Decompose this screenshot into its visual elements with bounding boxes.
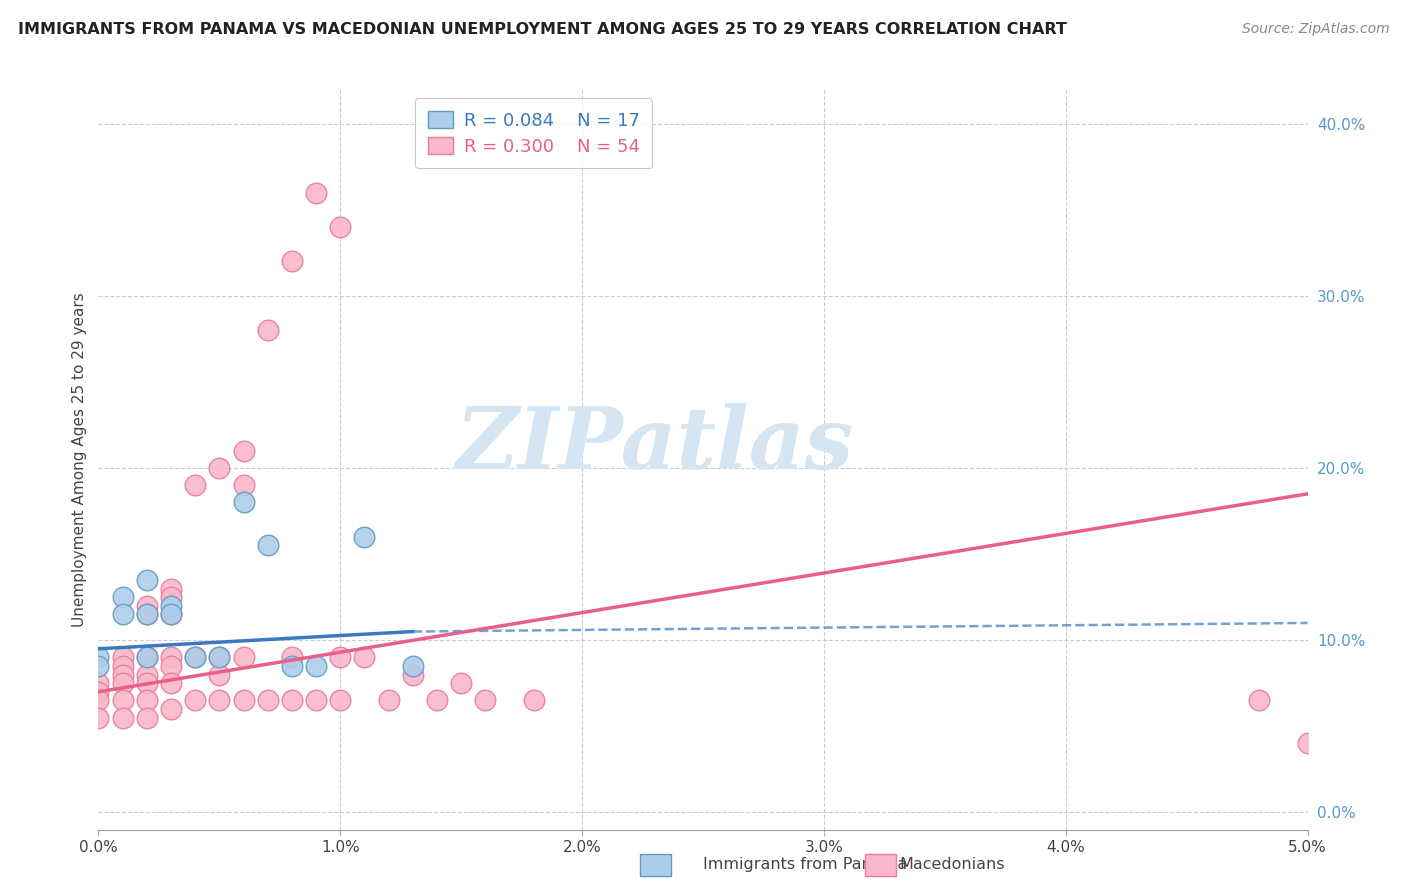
Point xyxy=(474,693,496,707)
Text: ZIPatlas: ZIPatlas xyxy=(456,403,853,486)
Point xyxy=(87,685,110,699)
Point xyxy=(305,186,328,200)
Point xyxy=(329,219,352,234)
Point xyxy=(353,650,375,665)
Point xyxy=(87,711,110,725)
Point xyxy=(329,693,352,707)
Point xyxy=(232,495,254,509)
Point xyxy=(305,659,328,673)
Point xyxy=(111,711,134,725)
Point xyxy=(135,693,157,707)
Text: Macedonians: Macedonians xyxy=(900,857,1005,872)
Point xyxy=(232,693,254,707)
Point xyxy=(377,693,399,707)
Point xyxy=(281,650,304,665)
Text: IMMIGRANTS FROM PANAMA VS MACEDONIAN UNEMPLOYMENT AMONG AGES 25 TO 29 YEARS CORR: IMMIGRANTS FROM PANAMA VS MACEDONIAN UNE… xyxy=(18,22,1067,37)
Point xyxy=(281,659,304,673)
Point xyxy=(87,659,110,673)
Point xyxy=(1249,693,1271,707)
Point xyxy=(135,650,157,665)
Point xyxy=(232,443,254,458)
Point xyxy=(111,650,134,665)
Text: Source: ZipAtlas.com: Source: ZipAtlas.com xyxy=(1241,22,1389,37)
Y-axis label: Unemployment Among Ages 25 to 29 years: Unemployment Among Ages 25 to 29 years xyxy=(72,292,87,627)
Point xyxy=(111,607,134,622)
Point xyxy=(111,590,134,604)
Point xyxy=(232,650,254,665)
Point xyxy=(160,590,183,604)
Point xyxy=(135,573,157,587)
Legend: R = 0.084    N = 17, R = 0.300    N = 54: R = 0.084 N = 17, R = 0.300 N = 54 xyxy=(415,98,652,169)
Point xyxy=(135,676,157,690)
Point xyxy=(305,693,328,707)
Point xyxy=(232,478,254,492)
Point xyxy=(208,650,231,665)
Point xyxy=(160,650,183,665)
Point xyxy=(184,650,207,665)
Point xyxy=(402,659,425,673)
Point xyxy=(160,599,183,613)
Point xyxy=(160,659,183,673)
Point xyxy=(208,461,231,475)
Point xyxy=(111,659,134,673)
Point xyxy=(160,702,183,716)
Point xyxy=(329,650,352,665)
Point xyxy=(87,676,110,690)
Point xyxy=(256,693,278,707)
Point xyxy=(450,676,472,690)
Point xyxy=(256,323,278,337)
Point xyxy=(135,667,157,681)
Point xyxy=(160,607,183,622)
Point xyxy=(87,650,110,665)
Point xyxy=(281,254,304,268)
Point xyxy=(135,607,157,622)
Point xyxy=(208,667,231,681)
Point xyxy=(135,599,157,613)
Point xyxy=(160,676,183,690)
Text: Immigrants from Panama: Immigrants from Panama xyxy=(703,857,907,872)
Point xyxy=(111,667,134,681)
Point xyxy=(281,693,304,707)
Point xyxy=(402,667,425,681)
Point xyxy=(160,607,183,622)
Point xyxy=(184,650,207,665)
Point xyxy=(184,478,207,492)
Point xyxy=(111,676,134,690)
Point xyxy=(160,582,183,596)
Point xyxy=(135,607,157,622)
Point xyxy=(135,650,157,665)
Point xyxy=(208,650,231,665)
Point xyxy=(426,693,449,707)
Point xyxy=(111,693,134,707)
Point xyxy=(353,530,375,544)
Point xyxy=(1296,736,1319,750)
Point xyxy=(87,693,110,707)
Point xyxy=(523,693,546,707)
Point xyxy=(208,693,231,707)
Point xyxy=(184,693,207,707)
Point xyxy=(256,539,278,553)
Point xyxy=(135,711,157,725)
